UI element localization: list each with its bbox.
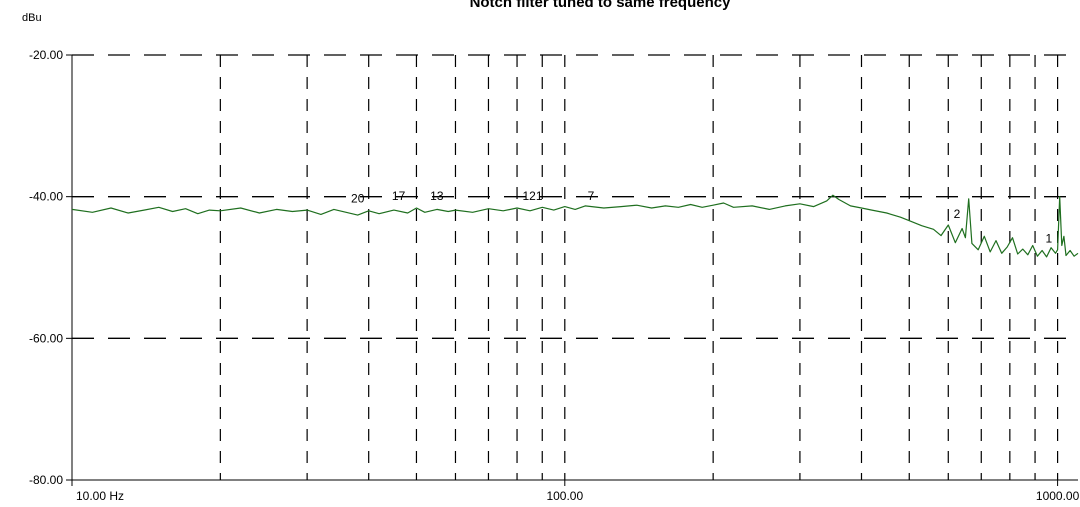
harmonic-marker-label: 2	[954, 207, 961, 221]
harmonic-marker-label: 13	[430, 189, 444, 203]
x-tick-label: 100.00	[546, 489, 583, 503]
series-layer	[71, 194, 1079, 258]
y-tick-label: -40.00	[29, 190, 63, 204]
y-tick-label: -80.00	[29, 473, 63, 487]
harmonic-marker-label: 1	[1046, 232, 1053, 246]
tick-label-layer: -20.00 -40.00 -60.00 -80.00 10.00 Hz 100.00 10…	[29, 48, 1080, 503]
y-tick-label: -20.00	[29, 48, 63, 62]
x-tick-label: 10.00 Hz	[76, 489, 124, 503]
grid-layer	[72, 54, 1078, 480]
harmonic-marker-label: 20	[351, 191, 365, 205]
measurement-line	[71, 194, 1079, 258]
marker-layer: 20 17 13 121 7 2 1	[351, 189, 1052, 246]
chart-title: Notch filter tuned to same frequency	[469, 0, 731, 11]
y-unit-label: dBu	[22, 12, 42, 24]
harmonic-marker-label: 121	[523, 189, 543, 203]
x-tick-label: 1000.00	[1036, 489, 1080, 503]
harmonic-marker-label: 17	[392, 189, 406, 203]
y-tick-label: -60.00	[29, 331, 63, 345]
harmonic-marker-label: 7	[588, 189, 595, 203]
axis-layer	[66, 54, 1078, 486]
